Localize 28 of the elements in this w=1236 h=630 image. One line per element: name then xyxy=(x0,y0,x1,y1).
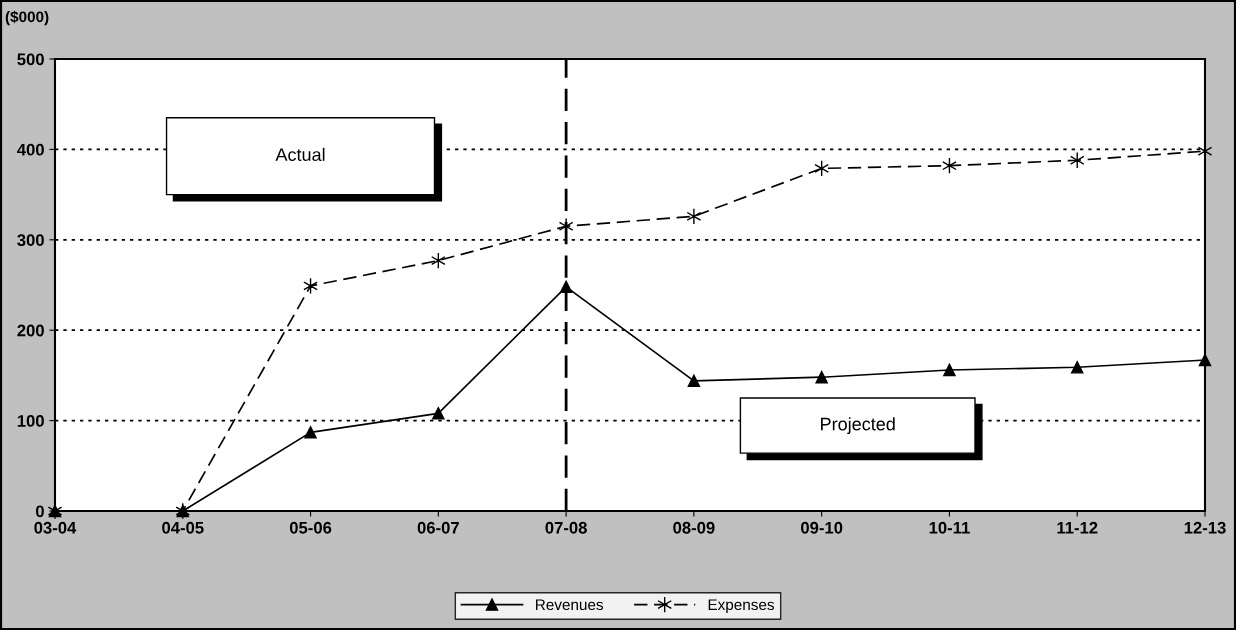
annotation: Projected xyxy=(821,417,895,434)
x-tick-label: 05-06 xyxy=(289,521,332,534)
point xyxy=(432,407,445,420)
x-tick-label: 06-07 xyxy=(417,521,459,534)
x-tick-label: 04-05 xyxy=(162,521,204,534)
point xyxy=(943,363,956,377)
y-axis-title: ($000) xyxy=(5,10,49,26)
y-tick-label: 100 xyxy=(17,415,44,427)
x-tick-label: 10-11 xyxy=(929,521,970,534)
x-tick-label: 08-09 xyxy=(673,521,715,534)
point xyxy=(687,374,701,388)
annotation: Actual xyxy=(275,147,325,162)
y-tick-label: 400 xyxy=(17,143,44,156)
y-tick-label: 200 xyxy=(17,324,44,337)
x-tick-label: 12-13 xyxy=(1184,521,1226,534)
x-tick-label: 03-04 xyxy=(34,521,77,534)
y-tick-label: 300 xyxy=(17,234,44,247)
point xyxy=(1070,361,1084,374)
point xyxy=(815,370,828,384)
legend-label: Revenues xyxy=(536,599,604,611)
point xyxy=(304,426,317,439)
legend-label: Expenses xyxy=(708,599,774,614)
point xyxy=(686,207,702,225)
x-tick-label: 09-10 xyxy=(801,521,843,534)
x-tick-label: 11-12 xyxy=(1057,521,1098,534)
x-tick-label: 07-08 xyxy=(545,521,587,534)
y-tick-label: 500 xyxy=(17,53,44,66)
y-tick-label: 0 xyxy=(35,505,44,518)
